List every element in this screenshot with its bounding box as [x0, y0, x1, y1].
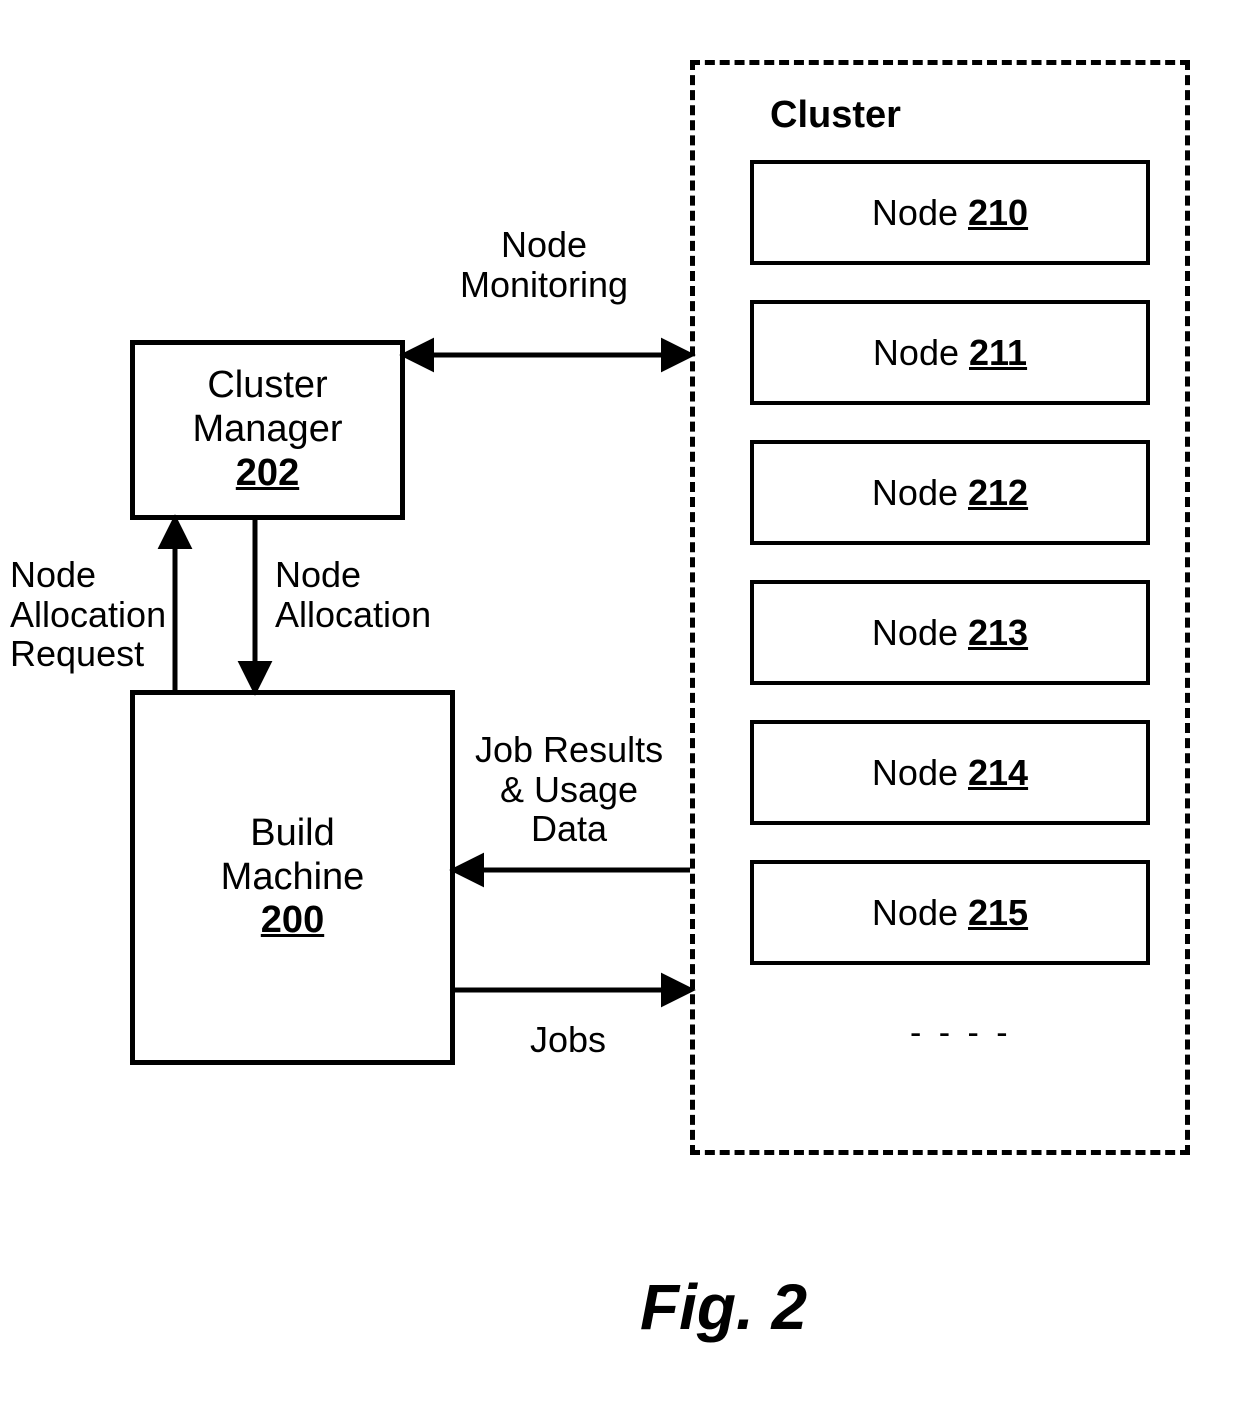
build-machine-name-line1: Build	[250, 812, 335, 856]
figure-caption: Fig. 2	[640, 1270, 807, 1344]
node-num: 211	[969, 332, 1027, 374]
node-num: 210	[968, 192, 1028, 234]
build-machine-name-line2: Machine	[221, 856, 365, 900]
node-box: Node 210	[750, 160, 1150, 265]
edge-label-node-monitoring: Node Monitoring	[460, 225, 628, 304]
node-box: Node 215	[750, 860, 1150, 965]
node-label: Node	[872, 752, 958, 794]
node-label: Node	[872, 192, 958, 234]
cluster-manager-box: Cluster Manager 202	[130, 340, 405, 520]
cluster-manager-name-line2: Manager	[193, 408, 343, 452]
cluster-manager-name-line1: Cluster	[207, 364, 327, 408]
node-box: Node 214	[750, 720, 1150, 825]
edge-label-node-allocation: Node Allocation	[275, 555, 431, 634]
node-label: Node	[873, 332, 959, 374]
node-label: Node	[872, 892, 958, 934]
node-num: 215	[968, 892, 1028, 934]
node-num: 214	[968, 752, 1028, 794]
nodes-ellipsis: - - - -	[910, 1015, 1012, 1052]
node-num: 213	[968, 612, 1028, 654]
node-box: Node 213	[750, 580, 1150, 685]
cluster-architecture-diagram: Cluster Cluster Manager 202 Build Machin…	[0, 0, 1242, 1422]
node-box: Node 212	[750, 440, 1150, 545]
node-label: Node	[872, 612, 958, 654]
edge-label-node-allocation-request: Node Allocation Request	[10, 555, 166, 674]
edge-label-jobs: Jobs	[530, 1020, 606, 1060]
cluster-label: Cluster	[770, 95, 901, 137]
edge-label-job-results: Job Results & Usage Data	[475, 730, 663, 849]
node-label: Node	[872, 472, 958, 514]
cluster-manager-num: 202	[236, 452, 299, 496]
build-machine-box: Build Machine 200	[130, 690, 455, 1065]
node-box: Node 211	[750, 300, 1150, 405]
node-num: 212	[968, 472, 1028, 514]
build-machine-num: 200	[261, 899, 324, 943]
